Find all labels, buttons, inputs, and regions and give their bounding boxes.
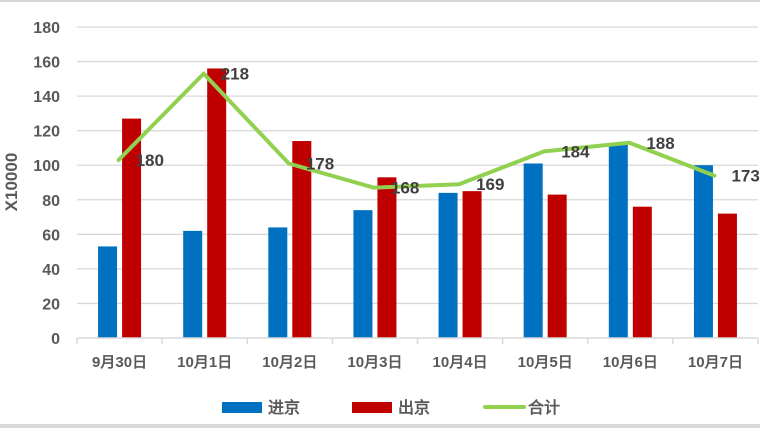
data-labels: 180 218 178 168 169 184 188 173 <box>136 65 760 198</box>
total-data-label: 178 <box>306 154 334 173</box>
x-tick-label: 10月7日 <box>688 354 743 371</box>
y-tick-label: 160 <box>33 55 60 72</box>
bar-出京 <box>292 141 312 338</box>
bar-进京 <box>353 210 373 338</box>
total-data-label: 169 <box>476 175 504 194</box>
total-line <box>116 71 717 190</box>
bar-出京 <box>122 118 142 338</box>
legend-swatch-icon <box>352 402 392 413</box>
total-data-label: 168 <box>391 179 419 198</box>
legend-label: 进京 <box>268 398 300 417</box>
bar-出京 <box>207 68 227 338</box>
y-tick-label: 40 <box>42 262 60 279</box>
bar-进京 <box>98 246 118 338</box>
x-tick-label: 10月4日 <box>433 354 488 371</box>
bar-进京 <box>523 163 543 338</box>
y-tick-label: 60 <box>42 227 60 244</box>
legend-swatch-icon <box>222 402 262 413</box>
y-tick-label: 180 <box>33 20 60 37</box>
legend-label: 合计 <box>528 398 560 417</box>
y-tick-label: 80 <box>42 193 60 210</box>
bar-进京 <box>608 144 628 338</box>
line-series-total <box>116 71 717 190</box>
y-tick-label: 100 <box>33 158 60 175</box>
bar-series <box>98 68 737 338</box>
bar-出京 <box>717 213 737 338</box>
y-tick-label: 120 <box>33 124 60 141</box>
y-tick-label: 0 <box>51 331 60 348</box>
bar-进京 <box>438 192 458 338</box>
y-axis-ticks: 0 20 40 60 80 100 120 140 160 180 <box>33 20 60 348</box>
total-data-label: 188 <box>646 134 674 153</box>
x-tick-label: 10月1日 <box>177 354 232 371</box>
bar-进京 <box>693 165 713 338</box>
y-tick-label: 20 <box>42 296 60 313</box>
x-tick-label: 9月30日 <box>92 354 147 371</box>
x-axis: 9月30日 10月1日 10月2日 10月3日 10月4日 10月5日 10月6日 10月7日 <box>76 337 759 371</box>
bar-进京 <box>268 227 288 338</box>
total-data-label: 218 <box>221 65 249 84</box>
x-tick-label: 10月6日 <box>603 354 658 371</box>
total-data-label: 184 <box>561 142 590 161</box>
legend-label: 出京 <box>398 398 430 417</box>
bar-进京 <box>183 230 203 338</box>
x-tick-label: 10月2日 <box>262 354 317 371</box>
total-data-label: 173 <box>731 167 759 186</box>
bar-出京 <box>547 194 567 338</box>
x-tick-label: 10月3日 <box>347 354 402 371</box>
bar-出京 <box>377 177 397 338</box>
legend: 进京 出京 合计 <box>222 398 560 417</box>
x-tick-label: 10月5日 <box>518 354 573 371</box>
y-tick-label: 140 <box>33 89 60 106</box>
bar-出京 <box>462 191 482 338</box>
total-data-label: 180 <box>136 151 164 170</box>
bar-出京 <box>632 206 652 338</box>
y-axis-title: X10000 <box>2 153 21 212</box>
gridlines <box>77 26 758 305</box>
